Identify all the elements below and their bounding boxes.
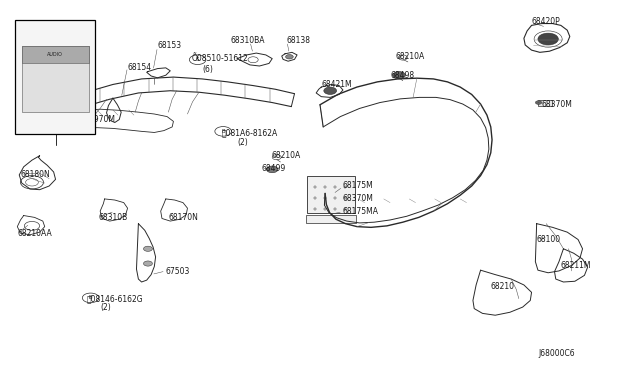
Text: (2): (2) bbox=[100, 303, 111, 312]
Circle shape bbox=[285, 55, 293, 59]
Text: 68180N: 68180N bbox=[20, 170, 51, 179]
Text: 68138: 68138 bbox=[287, 36, 311, 45]
Text: AUDIO: AUDIO bbox=[47, 52, 63, 57]
Circle shape bbox=[143, 261, 152, 266]
Bar bbox=[15, 20, 95, 134]
Text: 68210AA: 68210AA bbox=[17, 230, 52, 238]
Text: 68421M: 68421M bbox=[321, 80, 352, 89]
Text: 68210: 68210 bbox=[491, 282, 515, 291]
Text: 68370M: 68370M bbox=[541, 100, 573, 109]
Text: J68000C6: J68000C6 bbox=[538, 350, 575, 359]
Circle shape bbox=[324, 87, 337, 94]
Text: 68175MA: 68175MA bbox=[343, 207, 379, 217]
Text: Ⓓ08146-6162G: Ⓓ08146-6162G bbox=[86, 294, 143, 303]
Circle shape bbox=[266, 166, 278, 173]
Text: 68210A: 68210A bbox=[271, 151, 301, 160]
Text: 68498: 68498 bbox=[390, 71, 414, 80]
Text: 68420P: 68420P bbox=[532, 17, 560, 26]
Text: Ⓓ081A6-8162A: Ⓓ081A6-8162A bbox=[221, 128, 278, 137]
Text: (2): (2) bbox=[237, 138, 248, 147]
Bar bbox=[306, 215, 356, 223]
Circle shape bbox=[536, 101, 541, 105]
Text: 67970M: 67970M bbox=[84, 115, 115, 124]
Bar bbox=[538, 100, 552, 106]
Text: S: S bbox=[196, 57, 200, 62]
Text: 68499: 68499 bbox=[261, 164, 285, 173]
Text: 68310BA: 68310BA bbox=[231, 36, 266, 45]
Text: 68154: 68154 bbox=[127, 63, 152, 72]
Text: B: B bbox=[221, 129, 225, 134]
Text: 98591M: 98591M bbox=[32, 21, 63, 30]
Text: 68175M: 68175M bbox=[343, 182, 374, 190]
Circle shape bbox=[393, 71, 405, 79]
Text: 68210A: 68210A bbox=[395, 52, 424, 61]
Text: 68370M: 68370M bbox=[343, 195, 374, 203]
Circle shape bbox=[143, 246, 152, 251]
Text: B: B bbox=[89, 295, 92, 300]
Text: 67503: 67503 bbox=[166, 267, 190, 276]
Text: 68211M: 68211M bbox=[561, 261, 591, 270]
Text: (6): (6) bbox=[202, 65, 213, 74]
Bar bbox=[22, 46, 89, 63]
Text: 68153: 68153 bbox=[157, 41, 182, 50]
Text: Õ08510-51612: Õ08510-51612 bbox=[191, 54, 248, 63]
Text: 68310B: 68310B bbox=[99, 213, 128, 222]
Text: 68170N: 68170N bbox=[169, 213, 199, 222]
Circle shape bbox=[538, 33, 558, 45]
Text: 68100: 68100 bbox=[537, 235, 561, 244]
Bar bbox=[307, 176, 355, 212]
Bar bbox=[22, 46, 89, 112]
